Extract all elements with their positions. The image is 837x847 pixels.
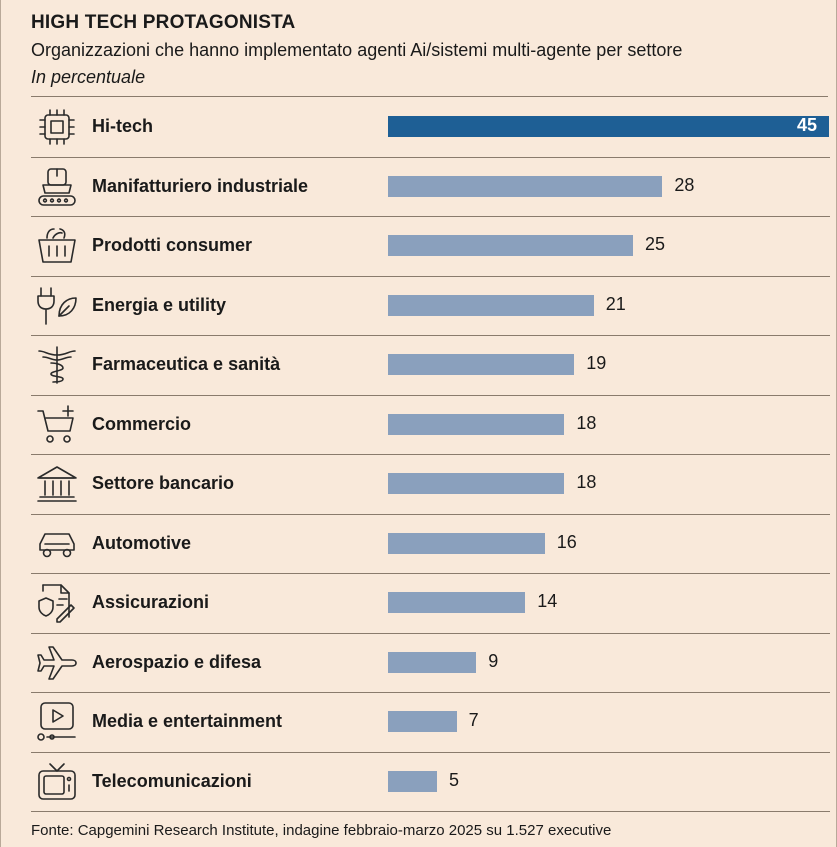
bar [388,473,565,494]
bar [388,651,477,673]
value-label: 18 [576,472,597,492]
bar [388,235,633,256]
value-label: 25 [645,234,666,254]
value-label: 18 [576,412,597,433]
value-label: 5 [449,769,460,790]
value-label: 21 [605,293,626,314]
bar-row: Settore bancario 18 [31,454,830,515]
conveyor-robot-icon [35,165,79,209]
car-icon [35,522,79,566]
media-player-icon [35,700,79,744]
category-label: Manifatturiero industriale [92,175,309,196]
category-label: Automotive [92,532,191,553]
plug-leaf-icon [35,284,79,328]
bank-icon [35,462,79,506]
category-label: Telecomunicazioni [92,770,252,791]
bar-row: Prodotti consumer 25 [31,216,830,277]
basket-icon [35,224,79,268]
chip-icon [35,105,79,149]
value-label: 14 [537,591,558,611]
category-label: Assicurazioni [92,592,210,612]
cart-plus-icon [35,403,79,447]
bar-row: Farmaceutica e sanità 19 [31,335,830,396]
bar-row: Manifatturiero industriale 28 [31,157,830,217]
top-divider [31,96,828,97]
bar [388,532,545,554]
bar [388,175,663,197]
insurance-document-icon [35,581,79,625]
bar [388,592,526,613]
bar-row: Telecomunicazioni 5 [31,752,830,812]
airplane-icon [35,641,79,685]
bar [388,294,594,316]
caduceus-icon [35,343,79,387]
bar [388,413,565,435]
value-label: 7 [468,710,479,730]
unit-label: In percentuale [31,67,146,87]
bar-row: Commercio 18 [31,395,830,455]
bar-row: Automotive 16 [31,514,830,574]
value-label: 16 [556,531,577,552]
bar [388,116,829,137]
bar [388,354,575,375]
tv-icon [35,760,79,804]
category-label: Commercio [92,413,192,434]
category-label: Energia e utility [92,294,227,315]
category-label: Settore bancario [92,473,235,493]
chart-subtitle: Organizzazioni che hanno implementato ag… [31,40,683,60]
value-label: 28 [674,174,695,195]
bar [388,770,437,792]
category-label: Farmaceutica e sanità [92,354,281,374]
bar-row: Aerospazio e difesa 9 [31,633,830,693]
value-label: 9 [488,650,499,671]
value-label: 19 [586,353,607,373]
category-label: Hi-tech [92,116,154,136]
chart-title: HIGH TECH PROTAGONISTA [31,12,296,33]
value-label: 45 [797,115,818,135]
category-label: Aerospazio e difesa [92,651,262,672]
bar-row: Hi-tech 45 [31,97,830,158]
bar-row: Media e entertainment 7 [31,692,830,753]
bar [388,711,457,732]
category-label: Media e entertainment [92,711,283,731]
bar-row: Assicurazioni 14 [31,573,830,634]
category-label: Prodotti consumer [92,235,253,255]
bar-row: Energia e utility 21 [31,276,830,336]
source-note: Fonte: Capgemini Research Institute, ind… [31,822,612,839]
